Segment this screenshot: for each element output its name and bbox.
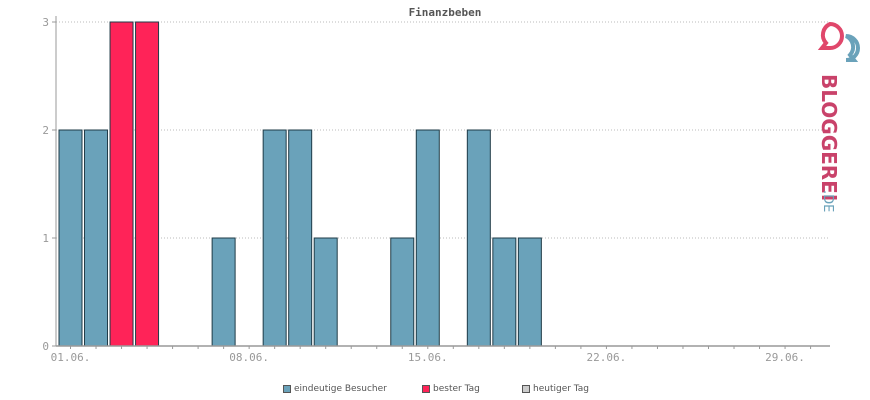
y-tick-label: 0 (42, 340, 49, 353)
bar (517, 237, 542, 347)
bar (390, 237, 415, 347)
bubble-logo-icon (817, 21, 860, 62)
x-tick-label: 15.06. (408, 351, 448, 364)
legend-label-today: heutiger Tag (533, 384, 590, 394)
y-tick-label: 3 (42, 16, 49, 29)
legend-label-unique-visitors: eindeutige Besucher (294, 384, 387, 394)
bar (84, 129, 109, 347)
bar (288, 129, 313, 347)
bar-best-day (109, 21, 134, 347)
y-tick-label: 2 (42, 124, 49, 137)
legend-swatch-unique-visitors (283, 385, 291, 393)
x-tick-label: 29.06. (765, 351, 805, 364)
bar (262, 129, 287, 347)
chart-title: Finanzbeben (409, 6, 482, 19)
bar (415, 129, 440, 347)
grid-lines (56, 21, 830, 239)
x-tick-label: 22.06. (587, 351, 627, 364)
legend-item-today: heutiger Tag (522, 384, 589, 394)
bar (211, 237, 236, 347)
legend-label-best-day: bester Tag (433, 384, 480, 394)
bars (58, 21, 542, 347)
bar-best-day (135, 21, 160, 347)
legend: eindeutige Besucher bester Tag heutiger … (0, 384, 870, 400)
legend-swatch-today (522, 385, 530, 393)
x-tick-label: 01.06. (51, 351, 91, 364)
logo-text-main: BLOGGEREI (817, 74, 841, 201)
bar (313, 237, 338, 347)
y-axis-ticks: 0 1 2 3 (42, 16, 56, 353)
legend-swatch-best-day (422, 385, 430, 393)
bar (58, 129, 83, 347)
bloggerei-logo: BLOGGEREI .DE (817, 21, 860, 212)
axes (55, 16, 830, 347)
logo-text-suffix: .DE (820, 190, 835, 212)
x-axis-ticks: 01.06. 08.06. 15.06. 22.06. 29.06. (51, 346, 812, 364)
x-tick-label: 08.06. (229, 351, 269, 364)
legend-item-unique-visitors: eindeutige Besucher (283, 384, 387, 394)
bar (492, 237, 517, 347)
bar (466, 129, 491, 347)
y-tick-label: 1 (42, 232, 49, 245)
legend-item-best-day: bester Tag (422, 384, 480, 394)
